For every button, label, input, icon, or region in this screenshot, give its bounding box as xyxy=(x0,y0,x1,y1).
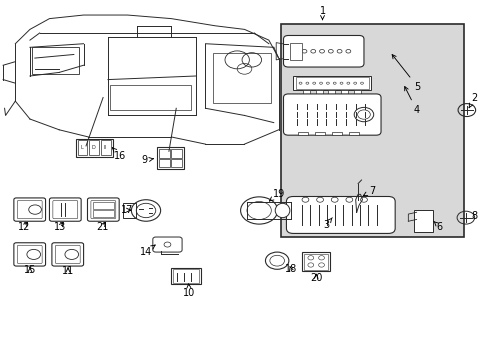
Text: 15: 15 xyxy=(24,265,36,275)
FancyBboxPatch shape xyxy=(87,198,119,221)
Bar xyxy=(302,252,330,271)
Text: 18: 18 xyxy=(284,264,296,274)
Text: 19: 19 xyxy=(269,189,284,201)
FancyBboxPatch shape xyxy=(153,237,182,252)
Bar xyxy=(89,140,99,155)
Bar xyxy=(93,210,114,217)
Bar xyxy=(212,53,271,103)
Bar xyxy=(315,132,325,135)
Text: D: D xyxy=(91,145,95,150)
Bar xyxy=(348,132,358,135)
Bar xyxy=(93,202,114,208)
Bar xyxy=(159,149,169,158)
Ellipse shape xyxy=(275,203,289,218)
Text: 3: 3 xyxy=(323,218,331,230)
Text: 4: 4 xyxy=(404,86,419,115)
Text: 21: 21 xyxy=(96,222,108,231)
Bar xyxy=(122,203,136,219)
Bar xyxy=(315,90,322,94)
Text: 10: 10 xyxy=(183,284,195,298)
Bar xyxy=(157,147,183,169)
Bar xyxy=(78,140,87,155)
Bar xyxy=(340,90,347,94)
Text: 7: 7 xyxy=(363,186,375,196)
Bar xyxy=(293,76,370,90)
FancyBboxPatch shape xyxy=(55,245,80,264)
FancyBboxPatch shape xyxy=(91,201,116,219)
FancyBboxPatch shape xyxy=(286,197,394,233)
FancyBboxPatch shape xyxy=(53,201,78,219)
Bar xyxy=(328,90,334,94)
Bar xyxy=(289,42,302,60)
FancyBboxPatch shape xyxy=(283,94,380,135)
FancyBboxPatch shape xyxy=(52,243,83,266)
FancyBboxPatch shape xyxy=(49,198,81,221)
Bar xyxy=(76,139,113,157)
FancyBboxPatch shape xyxy=(14,243,45,266)
Text: 6: 6 xyxy=(433,221,442,231)
Text: II: II xyxy=(103,145,106,150)
Text: 14: 14 xyxy=(140,245,155,257)
Bar xyxy=(413,211,432,232)
Text: 5: 5 xyxy=(391,55,420,92)
FancyBboxPatch shape xyxy=(283,36,363,67)
Text: 12: 12 xyxy=(18,222,30,231)
Bar xyxy=(173,269,198,283)
Bar xyxy=(298,132,307,135)
Bar xyxy=(304,253,327,270)
Bar xyxy=(353,90,360,94)
Bar xyxy=(171,149,182,158)
Text: 20: 20 xyxy=(309,273,322,283)
Text: 1: 1 xyxy=(319,6,325,19)
Bar xyxy=(171,268,200,284)
Bar xyxy=(32,47,79,74)
FancyBboxPatch shape xyxy=(17,201,42,219)
Text: 11: 11 xyxy=(62,266,74,276)
Bar xyxy=(281,24,463,237)
Bar xyxy=(331,132,341,135)
Bar xyxy=(159,159,169,167)
Text: L: L xyxy=(80,145,83,150)
Text: 13: 13 xyxy=(54,222,66,231)
FancyBboxPatch shape xyxy=(14,198,45,221)
Text: 2: 2 xyxy=(468,93,477,108)
Text: 17: 17 xyxy=(121,205,133,215)
Text: 16: 16 xyxy=(112,148,126,161)
Text: 9: 9 xyxy=(141,155,153,165)
Text: 8: 8 xyxy=(470,211,477,221)
Bar xyxy=(110,85,190,110)
FancyBboxPatch shape xyxy=(17,245,42,264)
Bar xyxy=(171,159,182,167)
Bar xyxy=(101,140,111,155)
Bar xyxy=(303,90,309,94)
Bar xyxy=(295,77,368,89)
